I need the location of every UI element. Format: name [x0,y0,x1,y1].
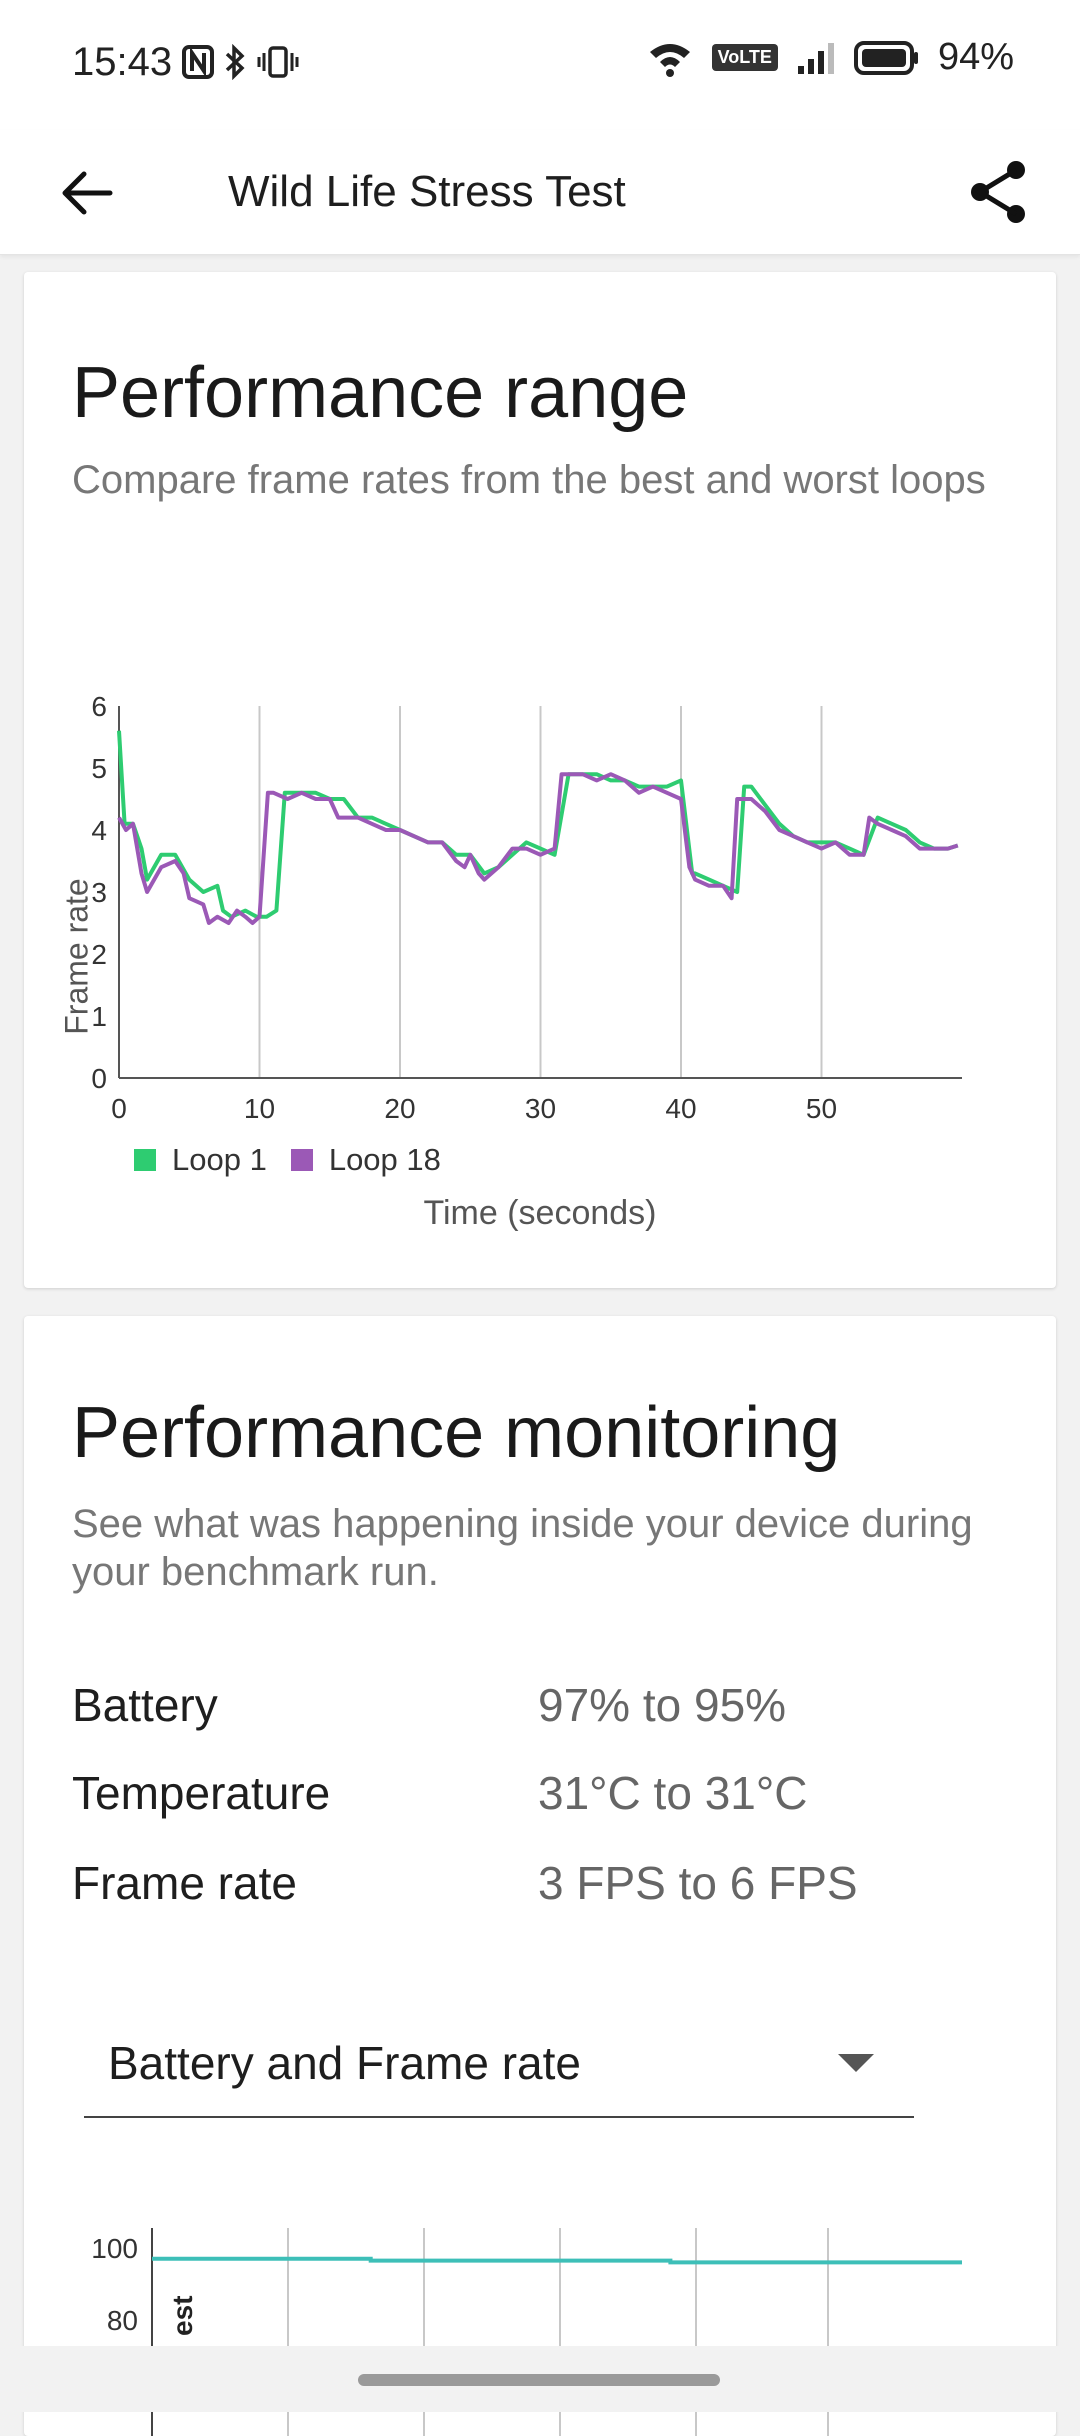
home-gesture-handle[interactable] [358,2374,720,2386]
y-tick-label: 1 [91,1001,107,1032]
series-line-loop-1 [117,730,959,919]
cellular-signal-icon [797,42,834,74]
battery-percent: 94% [937,36,1014,78]
volte-icon: VoLTE [711,44,778,71]
status-time: 15:43 [72,40,173,84]
page-title: Wild Life Stress Test [228,167,626,216]
legend-label-loop-18: Loop 18 [328,1142,441,1177]
monitor-subtitle: See what was happening inside your devic… [72,1502,973,1594]
x-tick-label: 0 [111,1093,127,1124]
metric-label: Frame rate [72,1857,297,1909]
metric-label: Battery [72,1679,218,1731]
legend-swatch-loop-1 [134,1149,156,1171]
x-tick-label: 50 [806,1093,837,1124]
x-tick-label: 20 [384,1093,415,1124]
metric-label: Temperature [72,1767,331,1819]
chart-legend: Loop 1 Loop 18 [134,1142,441,1178]
performance-monitoring-card: Performance monitoring See what was happ… [24,1316,1056,2436]
y-tick-label: 5 [91,753,107,784]
nfc-icon [182,45,214,79]
y-axis-title: Frame rate [58,878,95,1035]
x-tick-label: 40 [665,1093,696,1124]
metric-value: 31°C to 31°C [538,1767,808,1819]
y-tick-label: 4 [91,815,107,846]
x-axis-title: Time (seconds) [423,1194,657,1232]
frame-rate-chart: 0 10 20 30 40 50 0 1 2 3 4 5 6 [91,691,962,1124]
battery-line [152,2256,962,2265]
y-tick-label: 0 [91,1063,107,1094]
x-tick-label: 10 [244,1093,275,1124]
status-bar: 15:43 VoLTE 94% [0,0,1080,130]
y-tick-label: 3 [91,877,107,908]
metric-value: 97% to 95% [538,1679,787,1731]
dropdown-arrow-icon [838,2054,874,2072]
share-icon [971,161,1025,223]
metric-row-frame-rate: Frame rate 3 FPS to 6 FPS [72,1856,1012,1928]
status-icons-left [182,44,300,80]
metric-value: 3 FPS to 6 FPS [538,1857,858,1909]
battery-icon [853,40,918,75]
y-tick-label: 100 [91,2233,138,2264]
wifi-icon [649,43,690,77]
x-tick-label: 30 [525,1093,556,1124]
monitor-metric-dropdown[interactable]: Battery and Frame rate [84,2006,914,2118]
y-tick-label: 80 [107,2305,138,2336]
metric-row-temperature: Temperature 31°C to 31°C [72,1766,1012,1838]
battery-frame-rate-chart: 100 80 est [91,2228,962,2436]
metric-row-battery: Battery 97% to 95% [72,1678,1012,1750]
share-button[interactable] [960,154,1036,230]
y-tick-label: 2 [91,939,107,970]
dropdown-selected-value: Battery and Frame rate [108,2037,581,2089]
series-line-loop-18 [117,772,959,925]
y-tick-label: 6 [91,691,107,722]
legend-swatch-loop-18 [290,1149,313,1171]
status-right: VoLTE 94% [646,36,1014,79]
performance-range-card: Performance range Compare frame rates fr… [24,272,1056,1288]
app-bar: Wild Life Stress Test [0,130,1080,255]
range-title: Performance range [72,353,689,433]
back-button[interactable] [52,158,122,228]
range-subtitle: Compare frame rates from the best and wo… [72,458,986,502]
legend-label-loop-1: Loop 1 [172,1142,267,1177]
bluetooth-icon [225,44,245,80]
monitor-title: Performance monitoring [72,1393,841,1473]
vibrate-icon [257,46,299,78]
back-arrow-icon [62,171,113,215]
y-axis-label-fragment: est [167,2296,198,2336]
gesture-nav-bar [0,2346,1080,2412]
